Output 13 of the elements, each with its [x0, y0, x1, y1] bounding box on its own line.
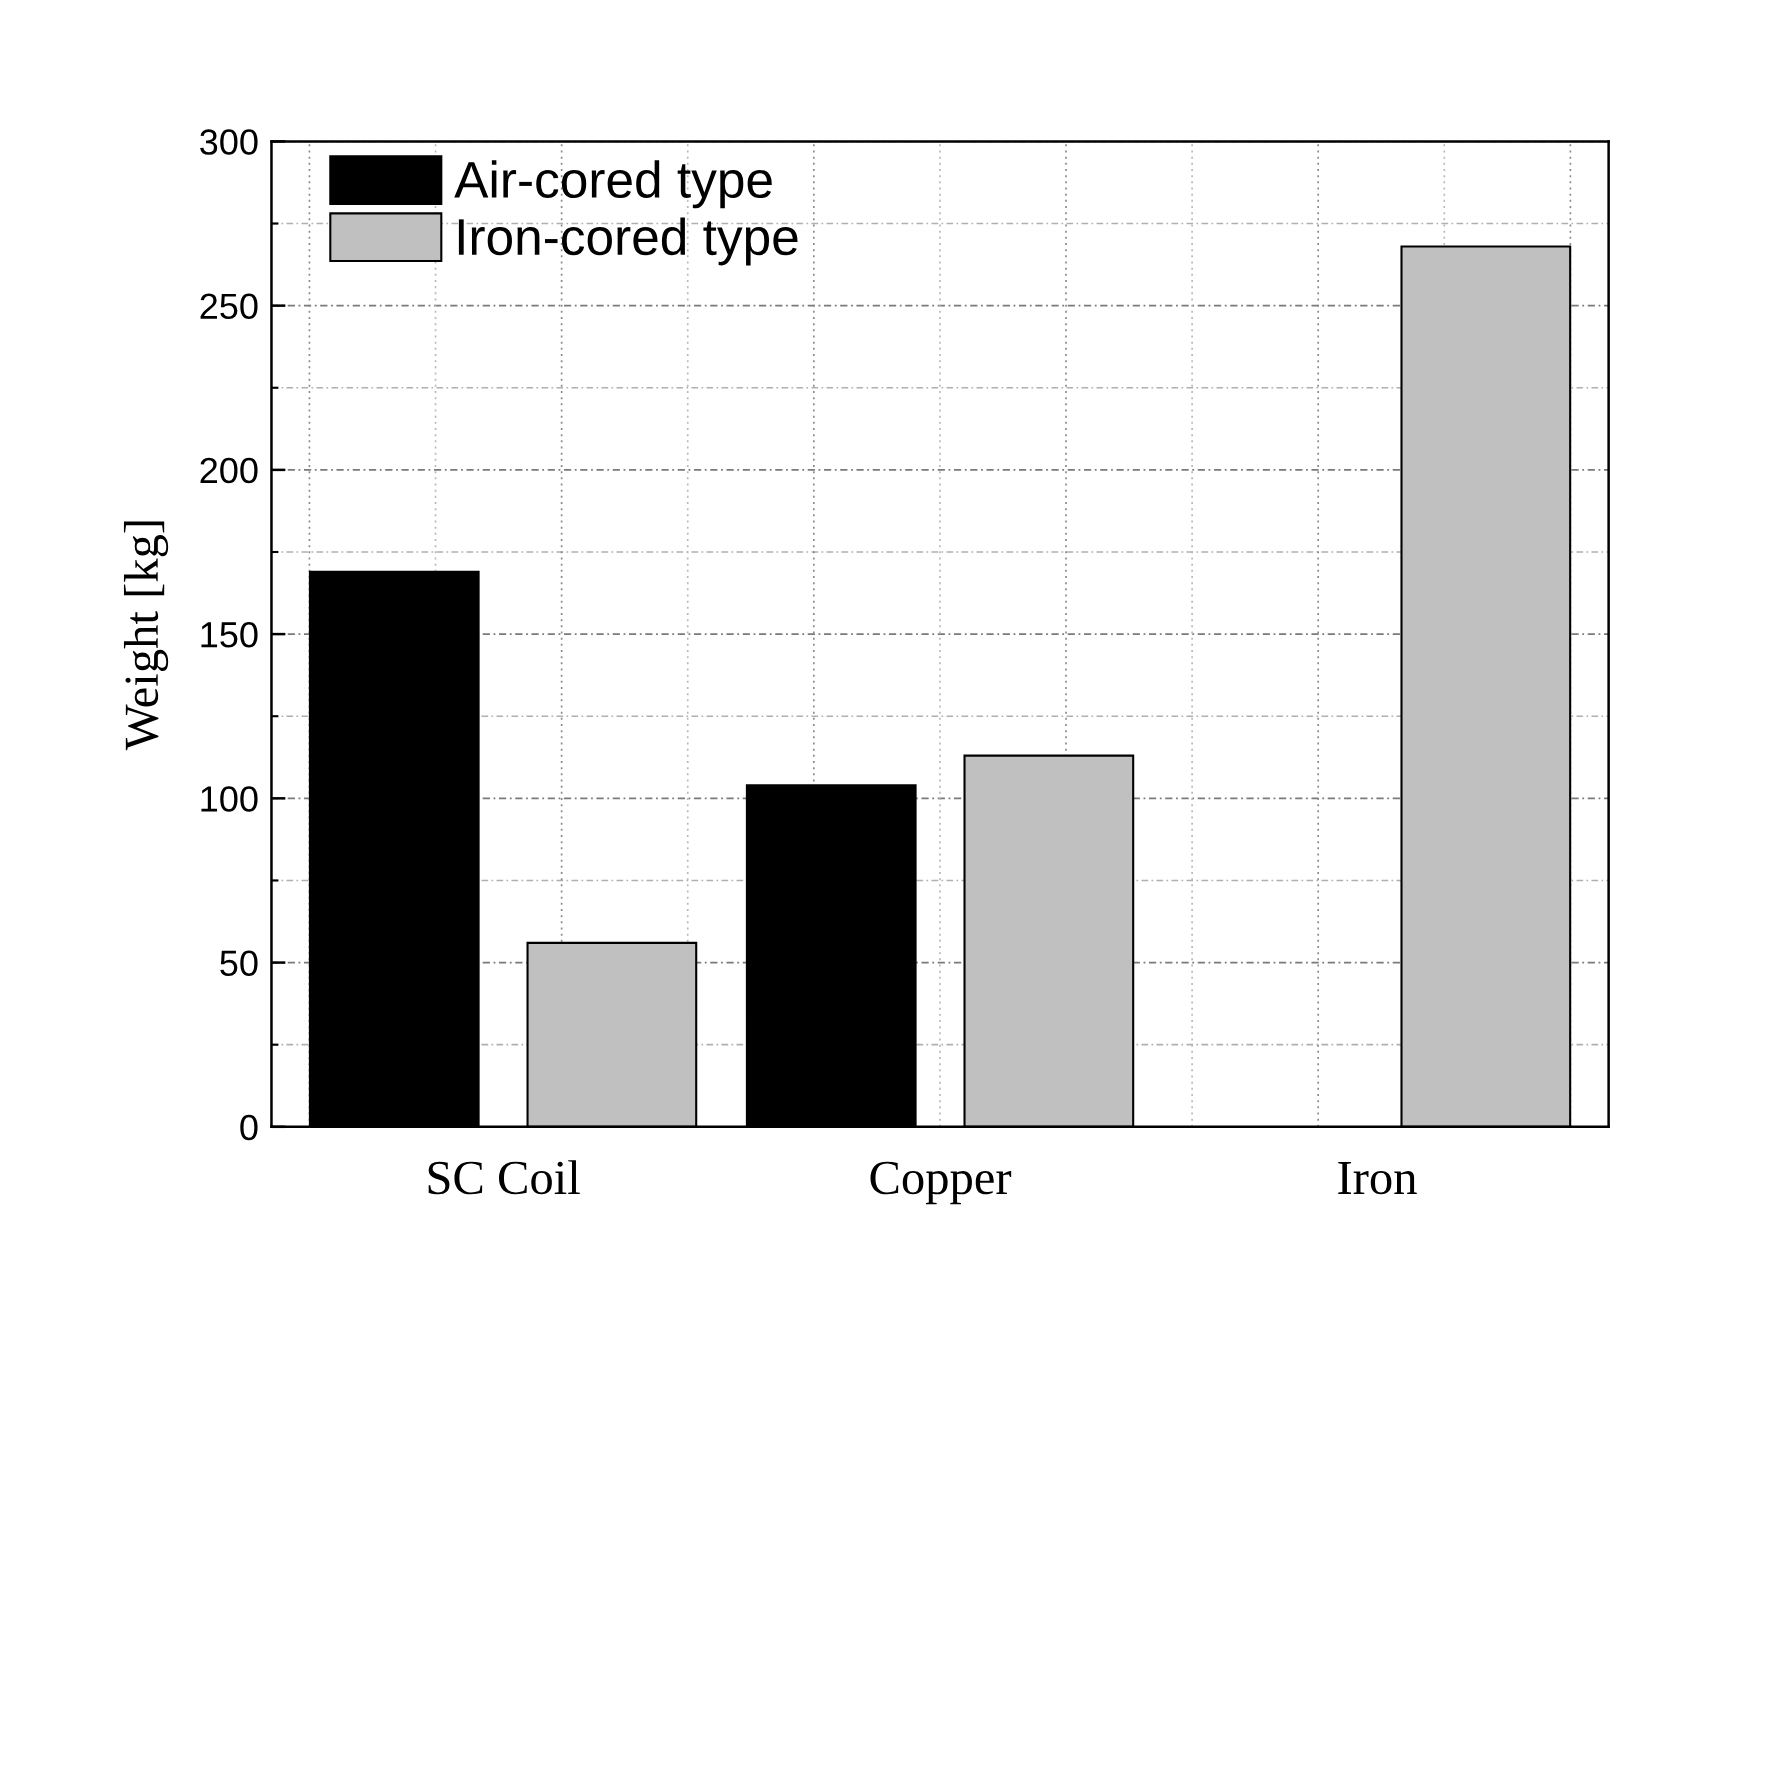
- y-tick-label: 300: [200, 129, 258, 155]
- y-tick-label: 0: [240, 1114, 258, 1141]
- y-tick-label: 150: [201, 621, 258, 648]
- x-tick-label: Copper: [870, 1161, 1012, 1205]
- y-tick-label: 100: [201, 786, 258, 812]
- legend-label: Air-cored type: [454, 160, 772, 209]
- y-tick-label: 50: [220, 950, 258, 977]
- y-tick-label: 250: [200, 293, 258, 320]
- legend-label: Iron-cored type: [458, 217, 798, 266]
- y-axis-title: Weight [kg]: [123, 521, 169, 751]
- x-tick-label: Iron: [1338, 1162, 1417, 1195]
- y-tick-label: 200: [200, 457, 258, 484]
- x-tick-label: SC Coil: [428, 1160, 580, 1195]
